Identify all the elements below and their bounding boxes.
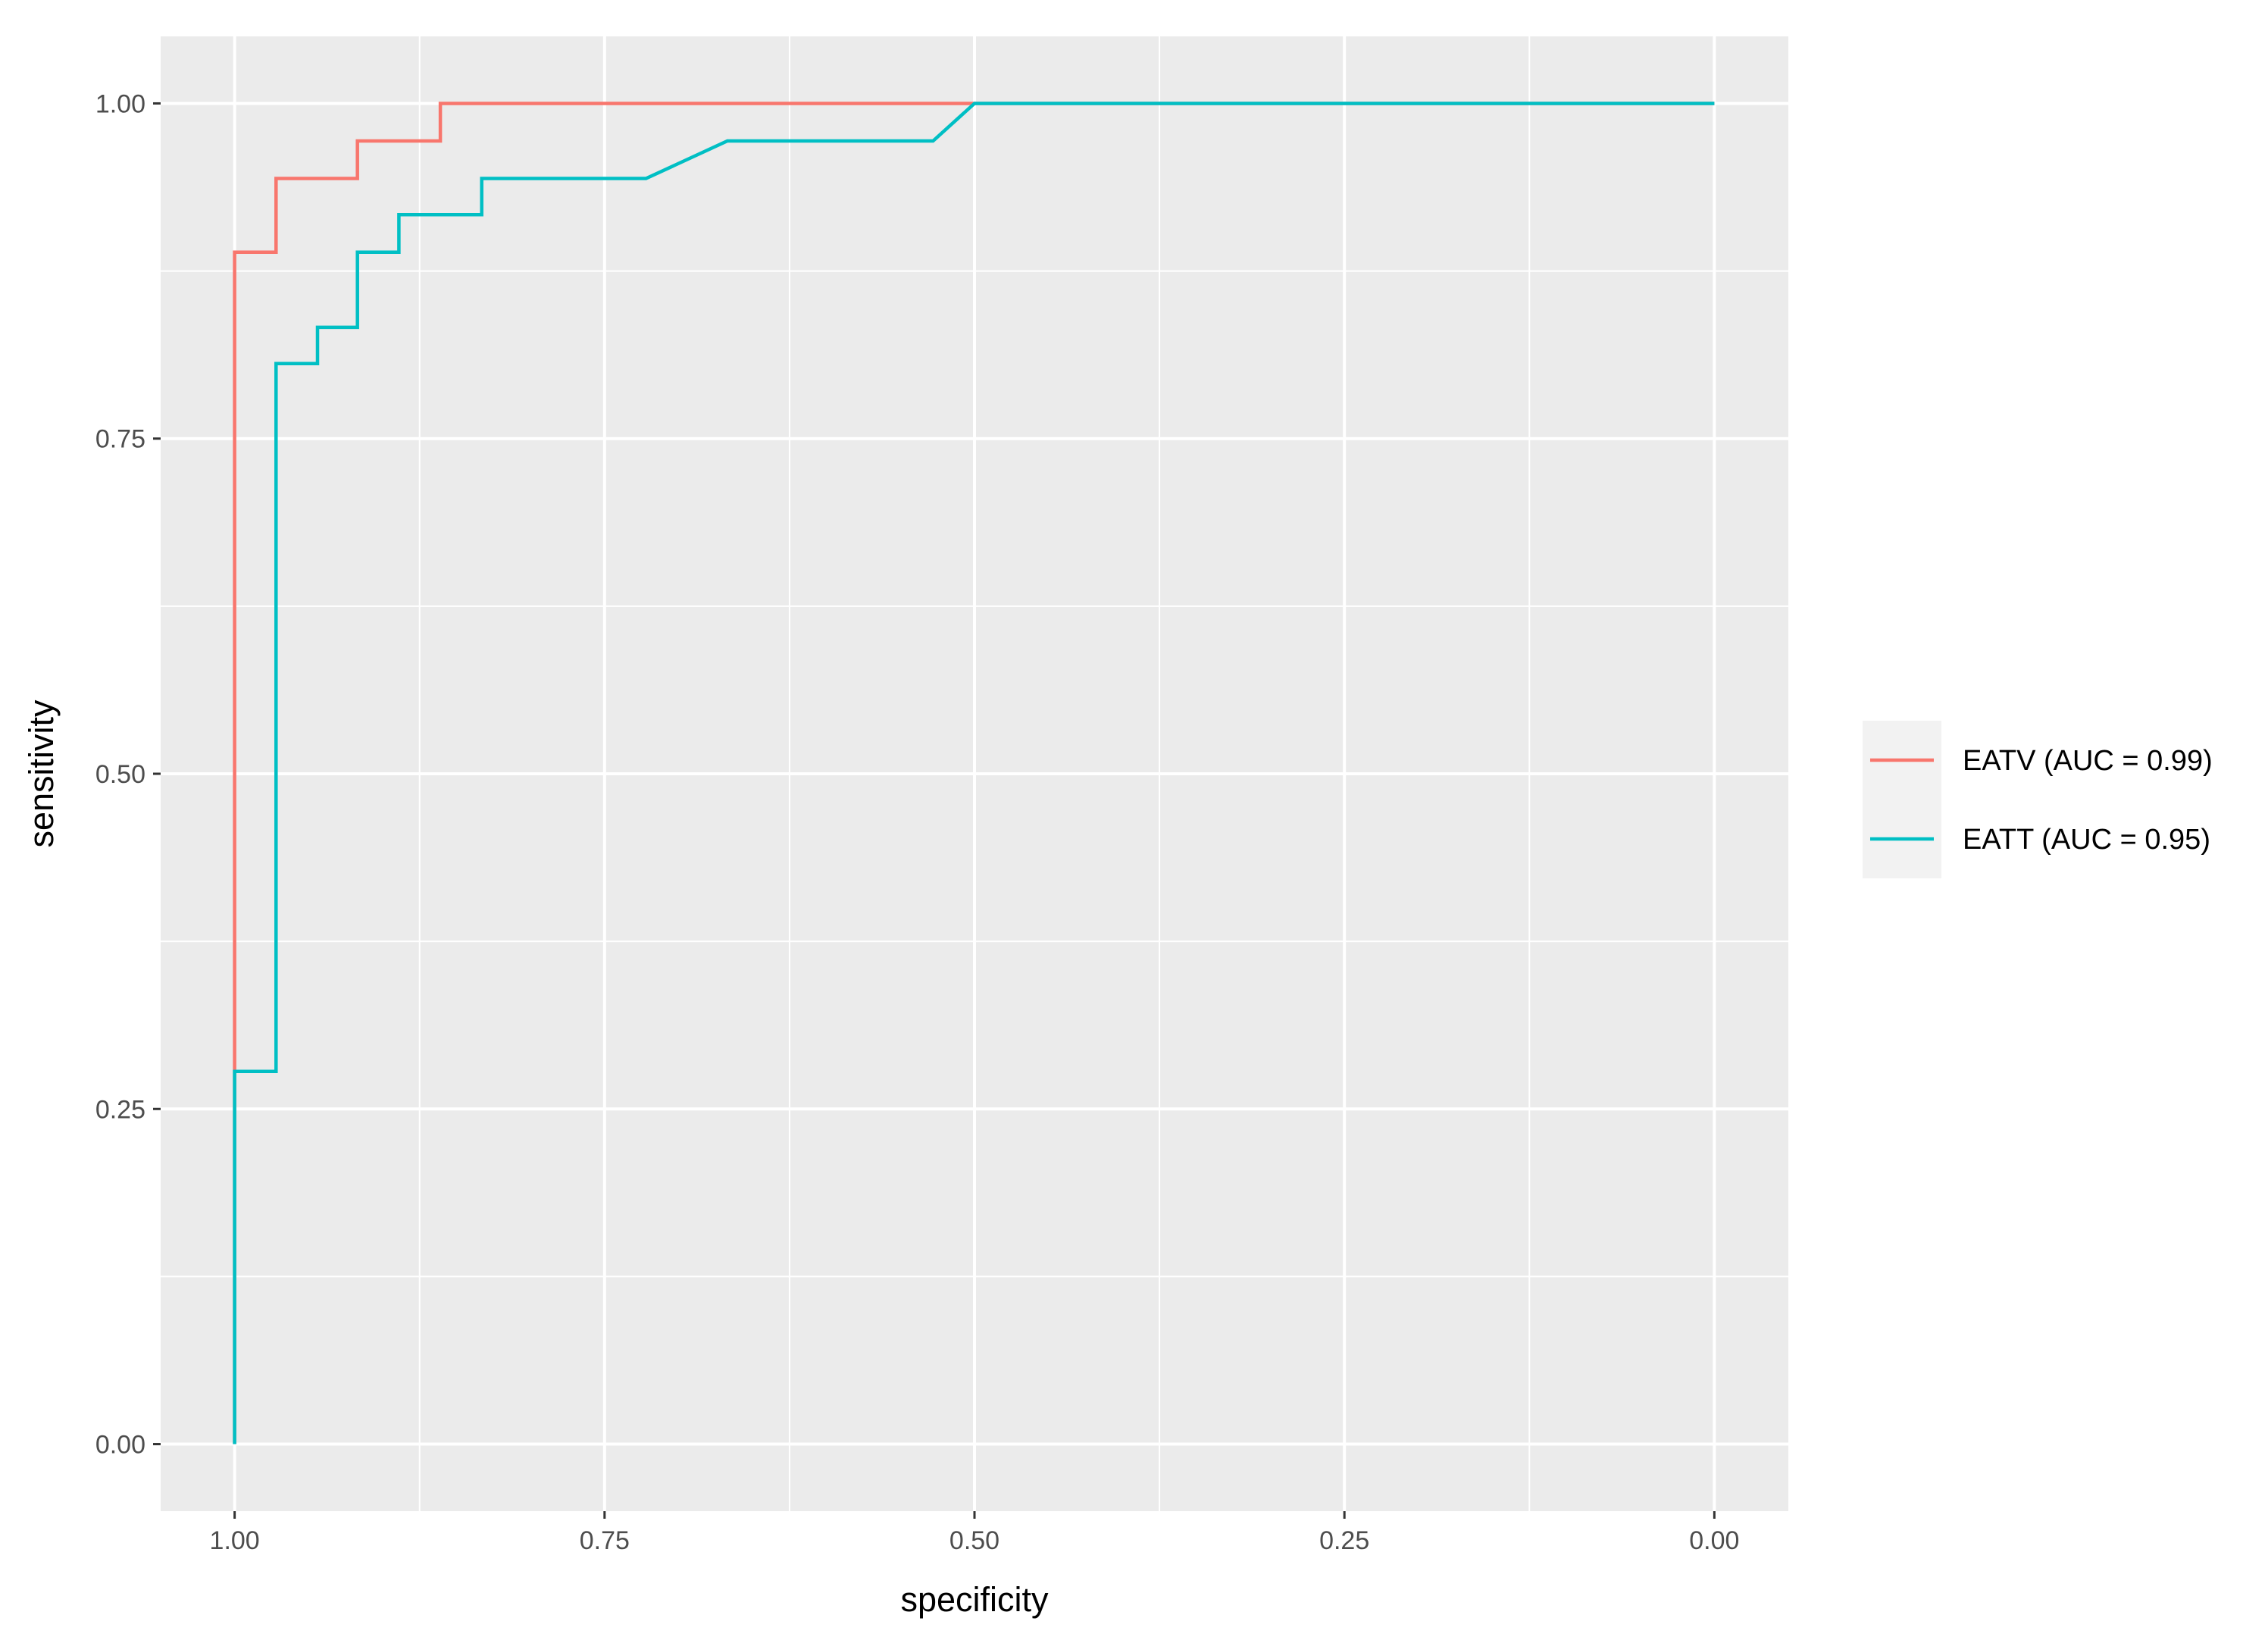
y-tick-label: 0.25 [95,1095,145,1124]
x-tick-label: 0.25 [1319,1526,1369,1555]
legend: EATV (AUC = 0.99) EATT (AUC = 0.95) [1863,721,2213,878]
y-tick-label: 0.00 [95,1431,145,1460]
x-tick-label: 0.00 [1689,1526,1739,1555]
y-axis: 0.00 0.25 0.50 0.75 1.00 [95,89,161,1460]
legend-keys-background [1863,721,1941,878]
y-tick-label: 1.00 [95,89,145,118]
y-tick-label: 0.75 [95,425,145,454]
x-axis: 1.00 0.75 0.50 0.25 0.00 [210,1511,1739,1555]
x-tick-label: 1.00 [210,1526,260,1555]
x-axis-title: specificity [900,1580,1049,1619]
series-line-eatv [233,102,1715,1444]
legend-label-eatv: EATV (AUC = 0.99) [1963,745,2213,777]
legend-label-eatt: EATT (AUC = 0.95) [1963,824,2210,856]
y-axis-title: sensitivity [22,700,61,848]
series-layer [233,102,1715,1444]
x-tick-label: 0.50 [949,1526,999,1555]
x-tick-label: 0.75 [580,1526,630,1555]
y-tick-label: 0.50 [95,760,145,789]
series-line-eatt [233,102,1715,1444]
